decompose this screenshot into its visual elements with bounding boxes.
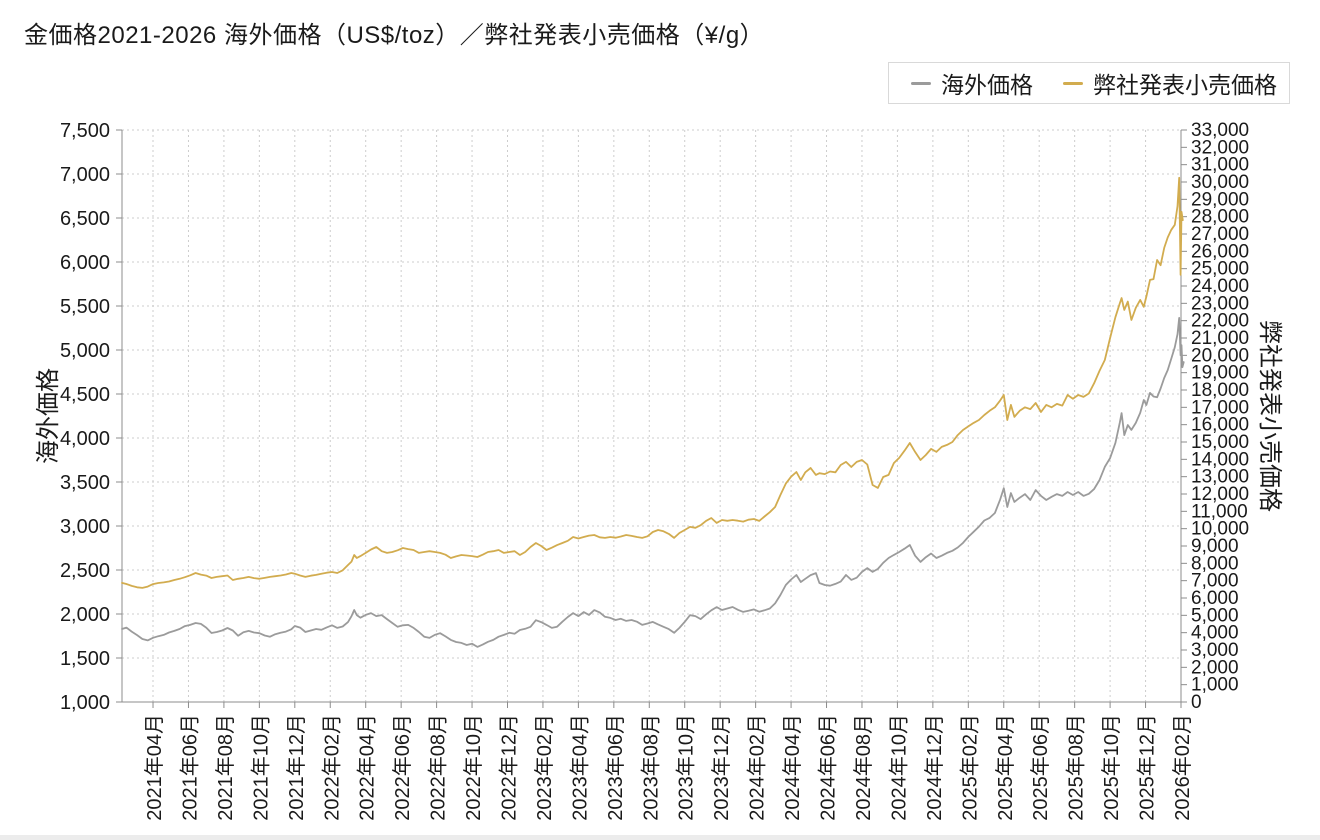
svg-text:7,000: 7,000 <box>1191 571 1239 592</box>
window-edge-strip <box>0 835 1320 840</box>
svg-text:3,000: 3,000 <box>1191 640 1239 661</box>
svg-text:4,500: 4,500 <box>60 384 110 406</box>
svg-text:2022年10月: 2022年10月 <box>462 714 485 821</box>
svg-text:6,500: 6,500 <box>60 208 110 230</box>
retail-line-swatch-icon <box>1063 81 1083 85</box>
svg-text:2,000: 2,000 <box>1191 657 1239 678</box>
svg-text:2022年06月: 2022年06月 <box>391 714 414 821</box>
svg-text:8,000: 8,000 <box>1191 553 1239 574</box>
svg-text:6,000: 6,000 <box>60 252 110 274</box>
svg-text:26,000: 26,000 <box>1191 241 1249 262</box>
y-axis-right-title: 弊社発表小売価格 <box>1256 320 1283 512</box>
svg-text:5,000: 5,000 <box>1191 605 1239 626</box>
svg-text:18,000: 18,000 <box>1191 380 1249 401</box>
svg-text:10,000: 10,000 <box>1191 519 1249 540</box>
svg-text:2021年08月: 2021年08月 <box>214 714 237 821</box>
legend-label-overseas: 海外価格 <box>941 72 1033 98</box>
svg-text:15,000: 15,000 <box>1191 432 1249 453</box>
svg-text:5,500: 5,500 <box>60 296 110 318</box>
grid-lines <box>122 129 1182 702</box>
svg-text:2,500: 2,500 <box>60 560 110 582</box>
svg-text:29,000: 29,000 <box>1191 189 1249 210</box>
svg-text:2025年04月: 2025年04月 <box>994 714 1017 821</box>
svg-text:3,500: 3,500 <box>60 472 110 494</box>
y-axis-left-title: 海外価格 <box>35 368 62 464</box>
series-retail-price <box>121 176 1184 589</box>
svg-text:1,500: 1,500 <box>60 648 110 670</box>
x-axis-labels: 2021年04月 2021年06月 2021年08月 2021年10月 2021年12月… <box>143 714 1194 821</box>
svg-text:2021年04月: 2021年04月 <box>143 714 166 821</box>
overseas-line-swatch-icon <box>911 81 931 85</box>
svg-text:6,000: 6,000 <box>1191 588 1239 609</box>
svg-text:2023年12月: 2023年12月 <box>710 714 733 821</box>
svg-text:2024年12月: 2024年12月 <box>923 714 946 821</box>
svg-text:28,000: 28,000 <box>1191 207 1249 228</box>
y-axis-left-labels: 1,000 1,500 2,000 2,500 3,000 3,500 4,000 4,500… <box>60 120 110 714</box>
svg-text:14,000: 14,000 <box>1191 449 1249 470</box>
svg-text:2023年08月: 2023年08月 <box>639 714 662 821</box>
svg-text:12,000: 12,000 <box>1191 484 1249 505</box>
svg-text:2021年06月: 2021年06月 <box>178 714 201 821</box>
svg-text:30,000: 30,000 <box>1191 172 1249 193</box>
svg-text:1,000: 1,000 <box>60 692 110 714</box>
svg-text:2021年12月: 2021年12月 <box>285 714 308 821</box>
svg-text:7,500: 7,500 <box>60 120 110 142</box>
svg-text:0: 0 <box>1191 692 1202 713</box>
svg-text:2025年12月: 2025年12月 <box>1136 714 1159 821</box>
svg-text:2022年04月: 2022年04月 <box>356 714 379 821</box>
legend-label-retail: 弊社発表小売価格 <box>1093 72 1277 98</box>
svg-text:13,000: 13,000 <box>1191 467 1249 488</box>
legend: 海外価格 弊社発表小売価格 <box>888 62 1290 104</box>
svg-text:17,000: 17,000 <box>1191 397 1249 418</box>
svg-text:2022年12月: 2022年12月 <box>497 714 520 821</box>
svg-text:5,000: 5,000 <box>60 340 110 362</box>
svg-text:2022年02月: 2022年02月 <box>320 714 343 821</box>
svg-text:19,000: 19,000 <box>1191 363 1249 384</box>
axes <box>116 129 1187 708</box>
axis-titles: 海外価格 弊社発表小売価格 <box>35 320 1283 512</box>
svg-text:4,000: 4,000 <box>60 428 110 450</box>
svg-text:31,000: 31,000 <box>1191 155 1249 176</box>
svg-text:33,000: 33,000 <box>1191 120 1249 141</box>
series-overseas-price <box>121 316 1185 648</box>
svg-text:2026年02月: 2026年02月 <box>1171 714 1194 821</box>
svg-text:3,000: 3,000 <box>60 516 110 538</box>
svg-text:2,000: 2,000 <box>60 604 110 626</box>
y-axis-right-labels: 01,0002,0003,0004,0005,0006,0007,0008,00… <box>1191 120 1249 713</box>
svg-text:2025年06月: 2025年06月 <box>1029 714 1052 821</box>
svg-text:11,000: 11,000 <box>1191 501 1248 522</box>
svg-text:2023年04月: 2023年04月 <box>568 714 591 821</box>
svg-text:2024年08月: 2024年08月 <box>852 714 875 821</box>
svg-text:25,000: 25,000 <box>1191 259 1249 280</box>
legend-item-overseas: 海外価格 <box>911 66 1033 100</box>
svg-text:22,000: 22,000 <box>1191 311 1249 332</box>
svg-text:21,000: 21,000 <box>1191 328 1249 349</box>
svg-text:2021年10月: 2021年10月 <box>249 714 272 821</box>
svg-text:2024年02月: 2024年02月 <box>746 714 769 821</box>
svg-text:2023年02月: 2023年02月 <box>533 714 556 821</box>
svg-text:7,000: 7,000 <box>60 164 110 186</box>
svg-text:32,000: 32,000 <box>1191 137 1249 158</box>
svg-text:2023年10月: 2023年10月 <box>675 714 698 821</box>
svg-text:2024年06月: 2024年06月 <box>817 714 840 821</box>
svg-text:20,000: 20,000 <box>1191 345 1249 366</box>
svg-text:27,000: 27,000 <box>1191 224 1249 245</box>
legend-item-retail: 弊社発表小売価格 <box>1063 66 1277 100</box>
svg-text:23,000: 23,000 <box>1191 293 1249 314</box>
page-title: 金価格2021-2026 海外価格（US$/toz）／弊社発表小売価格（¥/g） <box>24 22 765 49</box>
svg-text:16,000: 16,000 <box>1191 415 1249 436</box>
svg-text:2025年08月: 2025年08月 <box>1065 714 1088 821</box>
svg-text:2025年10月: 2025年10月 <box>1100 714 1123 821</box>
svg-text:9,000: 9,000 <box>1191 536 1239 557</box>
svg-text:2024年10月: 2024年10月 <box>887 714 910 821</box>
svg-text:2023年06月: 2023年06月 <box>604 714 627 821</box>
svg-text:1,000: 1,000 <box>1191 675 1239 696</box>
svg-text:24,000: 24,000 <box>1191 276 1249 297</box>
svg-text:2022年08月: 2022年08月 <box>427 714 450 821</box>
svg-text:4,000: 4,000 <box>1191 623 1239 644</box>
svg-text:2024年04月: 2024年04月 <box>781 714 804 821</box>
svg-text:2025年02月: 2025年02月 <box>958 714 981 821</box>
